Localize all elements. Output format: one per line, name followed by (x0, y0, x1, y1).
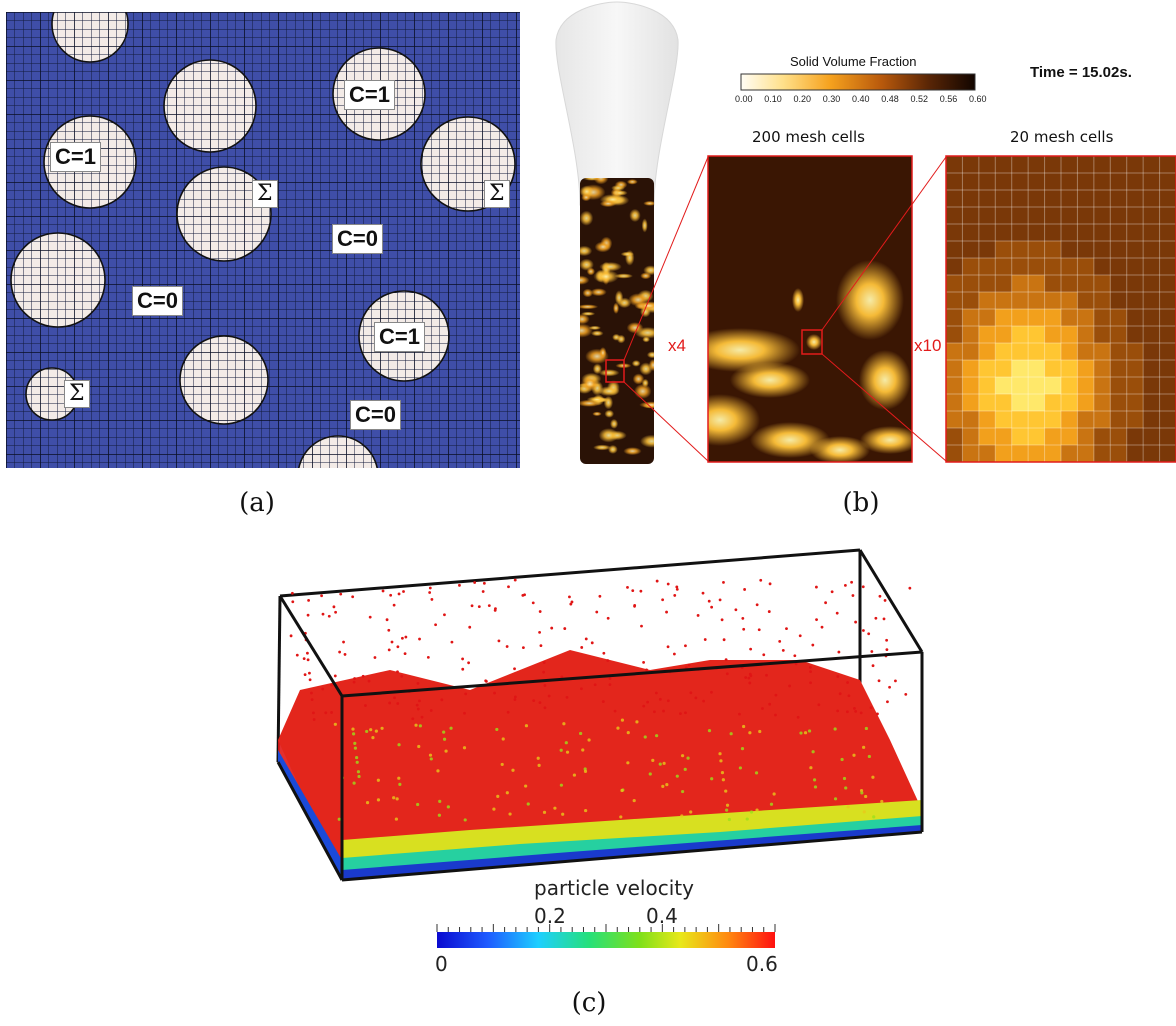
svf-tick: 0.20 (793, 94, 812, 104)
label-c0-center: C=0 (332, 224, 383, 254)
zoom-region-2 (801, 329, 823, 355)
panel-a: C=1 C=1 C=1 C=0 C=0 C=0 Σ Σ Σ (6, 12, 520, 468)
velocity-tick-0.2: 0.2 (534, 904, 566, 928)
reactor-freeboard (555, 1, 679, 206)
zoom-panel-200 (707, 155, 913, 463)
caption-a: (a) (239, 488, 275, 518)
svf-tick: 0.60 (969, 94, 987, 104)
mesh-grid-figure (6, 12, 520, 468)
svf-colorbar (740, 73, 976, 91)
label-sigma-right: Σ (484, 180, 510, 208)
zoom1-factor: x4 (668, 336, 686, 355)
velocity-tick-0.6: 0.6 (746, 952, 778, 976)
caption-b: (b) (842, 488, 880, 518)
svf-tick: 0.00 (735, 94, 753, 104)
panel-c: particle velocity 0.2 0.4 0 0.6 (270, 540, 940, 980)
svf-tick: 0.48 (881, 94, 899, 104)
label-c0-left: C=0 (132, 286, 183, 316)
svf-tick: 0.40 (852, 94, 870, 104)
particle-box-figure (276, 548, 924, 948)
velocity-tick-0: 0 (435, 952, 448, 976)
label-sigma-center: Σ (252, 180, 278, 208)
label-sigma-bottom-left: Σ (64, 380, 90, 408)
zoom1-title: 200 mesh cells (752, 128, 865, 146)
label-c0-bottom: C=0 (350, 400, 401, 430)
velocity-colorbar-title: particle velocity (534, 876, 694, 900)
label-c1-left: C=1 (50, 142, 101, 172)
caption-c: (c) (571, 988, 607, 1018)
zoom-region-1 (605, 359, 625, 383)
fluidized-bed-figure (555, 1, 1176, 464)
zoom-panel-20 (945, 155, 1176, 463)
svf-tick: 0.10 (764, 94, 782, 104)
panel-b: Solid Volume Fraction 0.00 0.10 0.20 0.30 0.… (540, 0, 1176, 480)
svf-colorbar-title: Solid Volume Fraction (790, 54, 917, 69)
velocity-tick-0.4: 0.4 (646, 904, 678, 928)
svf-tick: 0.52 (910, 94, 929, 104)
zoom2-factor: x10 (914, 336, 942, 355)
zoom2-title: 20 mesh cells (1010, 128, 1114, 146)
label-c1-right: C=1 (374, 322, 425, 352)
svf-tick: 0.56 (939, 94, 958, 104)
label-c1-top-right: C=1 (344, 80, 395, 110)
velocity-colorbar (437, 932, 775, 948)
svf-colorbar-ticks: 0.00 0.10 0.20 0.30 0.40 0.48 0.52 0.56 0.60 (735, 94, 989, 106)
svf-tick: 0.30 (822, 94, 841, 104)
time-label: Time = 15.02s. (1030, 64, 1132, 81)
